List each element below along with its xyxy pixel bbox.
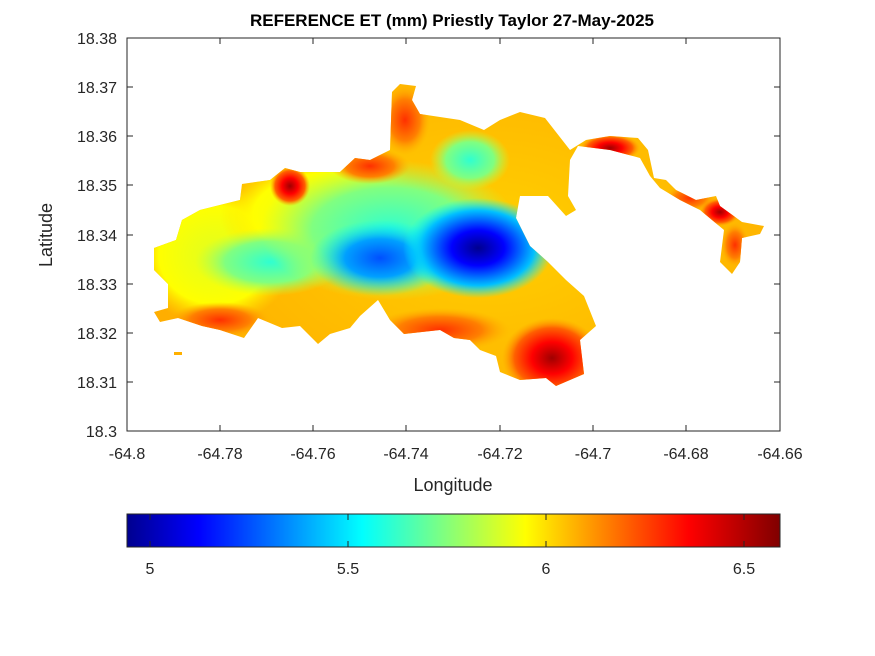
x-tick-label: -64.72 [477,446,522,463]
x-tick-label: -64.74 [383,446,428,463]
heatmap-cyan-north [430,130,510,190]
colorbar-tick-label: 6 [542,561,551,578]
x-tick-label: -64.8 [109,446,146,463]
y-tick-label: 18.32 [77,326,117,343]
heatmap-north-peak [270,166,310,206]
x-tick-label: -64.68 [663,446,708,463]
heatmap-minimum [403,198,553,298]
heatmap-isolated-cell [174,352,182,355]
x-tick-label: -64.7 [575,446,612,463]
y-axis-label: Latitude [36,203,56,267]
plot-area: -64.8 -64.78 -64.76 -64.74 -64.72 -64.7 … [36,31,803,495]
x-tick-label: -64.76 [290,446,335,463]
y-tick-label: 18.38 [77,31,117,48]
colorbar: 5 5.5 6 6.5 [126,513,781,578]
colorbar-tick-label: 5 [146,561,155,578]
x-axis-label: Longitude [413,475,492,495]
tick-marks [126,38,781,431]
colorbar-tick-label: 5.5 [337,561,359,578]
x-tick-labels: -64.8 -64.78 -64.76 -64.74 -64.72 -64.7 … [109,446,803,463]
y-tick-label: 18.35 [77,178,117,195]
x-tick-label: -64.66 [757,446,802,463]
y-tick-label: 18.31 [77,375,117,392]
y-tick-label: 18.3 [86,424,117,441]
colorbar-gradient [126,513,781,548]
y-tick-label: 18.33 [77,277,117,294]
y-tick-label: 18.34 [77,228,117,245]
y-tick-label: 18.37 [77,80,117,97]
colorbar-tick-marks [149,514,745,547]
y-tick-label: 18.36 [77,129,117,146]
x-tick-label: -64.78 [197,446,242,463]
colorbar-tick-label: 6.5 [733,561,755,578]
chart-title: REFERENCE ET (mm) Priestly Taylor 27-May… [250,11,654,30]
y-tick-labels: 18.3 18.31 18.32 18.33 18.34 18.35 18.36… [77,31,117,441]
